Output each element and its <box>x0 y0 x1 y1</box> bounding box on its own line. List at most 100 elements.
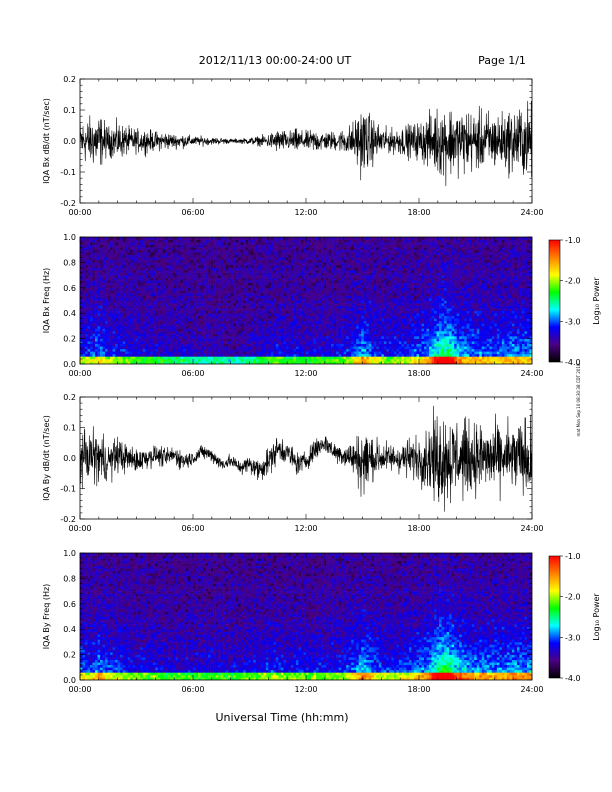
heatmap-cell <box>273 336 277 339</box>
heatmap-cell <box>273 237 277 240</box>
heatmap-cell <box>215 262 219 266</box>
heatmap-cell <box>170 249 174 253</box>
heatmap-cell <box>112 295 116 299</box>
heatmap-cell <box>162 325 166 329</box>
heatmap-cell <box>115 267 118 271</box>
heatmap-cell <box>100 272 103 276</box>
heatmap-cell <box>172 330 176 334</box>
heatmap-cell <box>208 325 211 329</box>
heatmap-cell <box>285 262 289 266</box>
heatmap-cell <box>152 351 156 355</box>
heatmap-cell <box>117 318 121 322</box>
heatmap-cell <box>80 305 83 309</box>
heatmap-cell <box>147 259 151 263</box>
heatmap-cell <box>300 313 304 317</box>
heatmap-cell <box>203 303 206 306</box>
heatmap-cell <box>92 270 96 273</box>
heatmap-cell <box>308 336 312 339</box>
heatmap-cell <box>258 257 262 261</box>
heatmap-cell <box>185 280 189 284</box>
heatmap-cell <box>137 267 141 271</box>
heatmap-cell <box>253 292 257 296</box>
heatmap-cell <box>115 275 118 278</box>
heatmap-cell <box>193 259 196 263</box>
heatmap-cell <box>187 290 191 294</box>
heatmap-cell <box>288 353 292 357</box>
heatmap-cell <box>313 257 317 261</box>
heatmap-cell <box>316 353 319 357</box>
x-tick-label: 00:00 <box>68 208 91 217</box>
heatmap-cell <box>218 310 221 314</box>
heatmap-cell <box>233 249 236 253</box>
heatmap-cell <box>303 252 307 256</box>
heatmap-cell <box>140 348 144 352</box>
heatmap-cell <box>127 341 131 344</box>
heatmap-cell <box>160 247 164 250</box>
heatmap-cell <box>170 320 174 324</box>
heatmap-cell <box>165 277 169 281</box>
heatmap-cell <box>306 338 309 342</box>
heatmap-cell <box>316 338 319 342</box>
heatmap-cell <box>82 242 86 245</box>
heatmap-cell <box>270 346 274 350</box>
heatmap-cell <box>92 282 96 286</box>
heatmap-cell <box>218 325 221 329</box>
heatmap-cell <box>248 300 252 304</box>
heatmap-cell <box>311 292 314 296</box>
heatmap-cell <box>200 333 204 337</box>
heatmap-cell <box>215 267 219 271</box>
heatmap-cell <box>265 305 269 309</box>
heatmap-cell <box>295 318 299 322</box>
heatmap-cell <box>303 348 307 352</box>
generation-stamp: mat Mon Sep 10 08:30:38 CDT 2018 <box>576 363 581 437</box>
heatmap-cell <box>105 300 108 304</box>
heatmap-cell <box>323 287 327 291</box>
heatmap-cell <box>243 318 247 322</box>
heatmap-cell <box>255 272 259 276</box>
heatmap-cell <box>210 272 214 276</box>
heatmap-cell <box>230 290 234 294</box>
heatmap-cell <box>90 297 93 301</box>
heatmap-cell <box>198 257 201 261</box>
heatmap-cell <box>268 249 272 253</box>
heatmap-cell <box>182 264 186 268</box>
heatmap-cell <box>268 242 272 245</box>
heatmap-cell <box>220 310 224 314</box>
heatmap-cell <box>140 277 144 281</box>
heatmap-cell <box>177 353 181 357</box>
heatmap-cell <box>225 336 229 339</box>
heatmap-cell <box>208 259 211 263</box>
heatmap-cell <box>313 310 317 314</box>
heatmap-cell <box>290 348 294 352</box>
heatmap-cell <box>280 267 284 271</box>
heatmap-cell <box>110 257 113 261</box>
heatmap-cell <box>255 356 259 360</box>
heatmap-cell <box>107 330 111 334</box>
heatmap-cell <box>303 244 307 248</box>
heatmap-cell <box>233 361 236 364</box>
heatmap-cell <box>215 361 219 364</box>
heatmap-cell <box>185 348 189 352</box>
heatmap-cell <box>150 254 154 258</box>
heatmap-cell <box>87 249 91 253</box>
heatmap-cell <box>238 336 242 339</box>
heatmap-cell <box>253 252 257 256</box>
heatmap-cell <box>243 290 247 294</box>
heatmap-cell <box>122 318 126 322</box>
heatmap-cell <box>190 295 194 299</box>
heatmap-cell <box>230 348 234 352</box>
heatmap-cell <box>245 285 249 289</box>
heatmap-cell <box>308 259 312 263</box>
heatmap-cell <box>285 280 289 284</box>
heatmap-cell <box>258 336 262 339</box>
heatmap-cell <box>293 252 297 256</box>
heatmap-cell <box>223 323 226 327</box>
heatmap-cell <box>318 361 322 364</box>
heatmap-cell <box>238 254 242 258</box>
heatmap-cell <box>268 292 272 296</box>
heatmap-cell <box>145 259 149 263</box>
heatmap-cell <box>273 333 277 337</box>
heatmap-cell <box>268 290 272 294</box>
heatmap-cell <box>273 244 277 248</box>
heatmap-cell <box>112 343 116 347</box>
